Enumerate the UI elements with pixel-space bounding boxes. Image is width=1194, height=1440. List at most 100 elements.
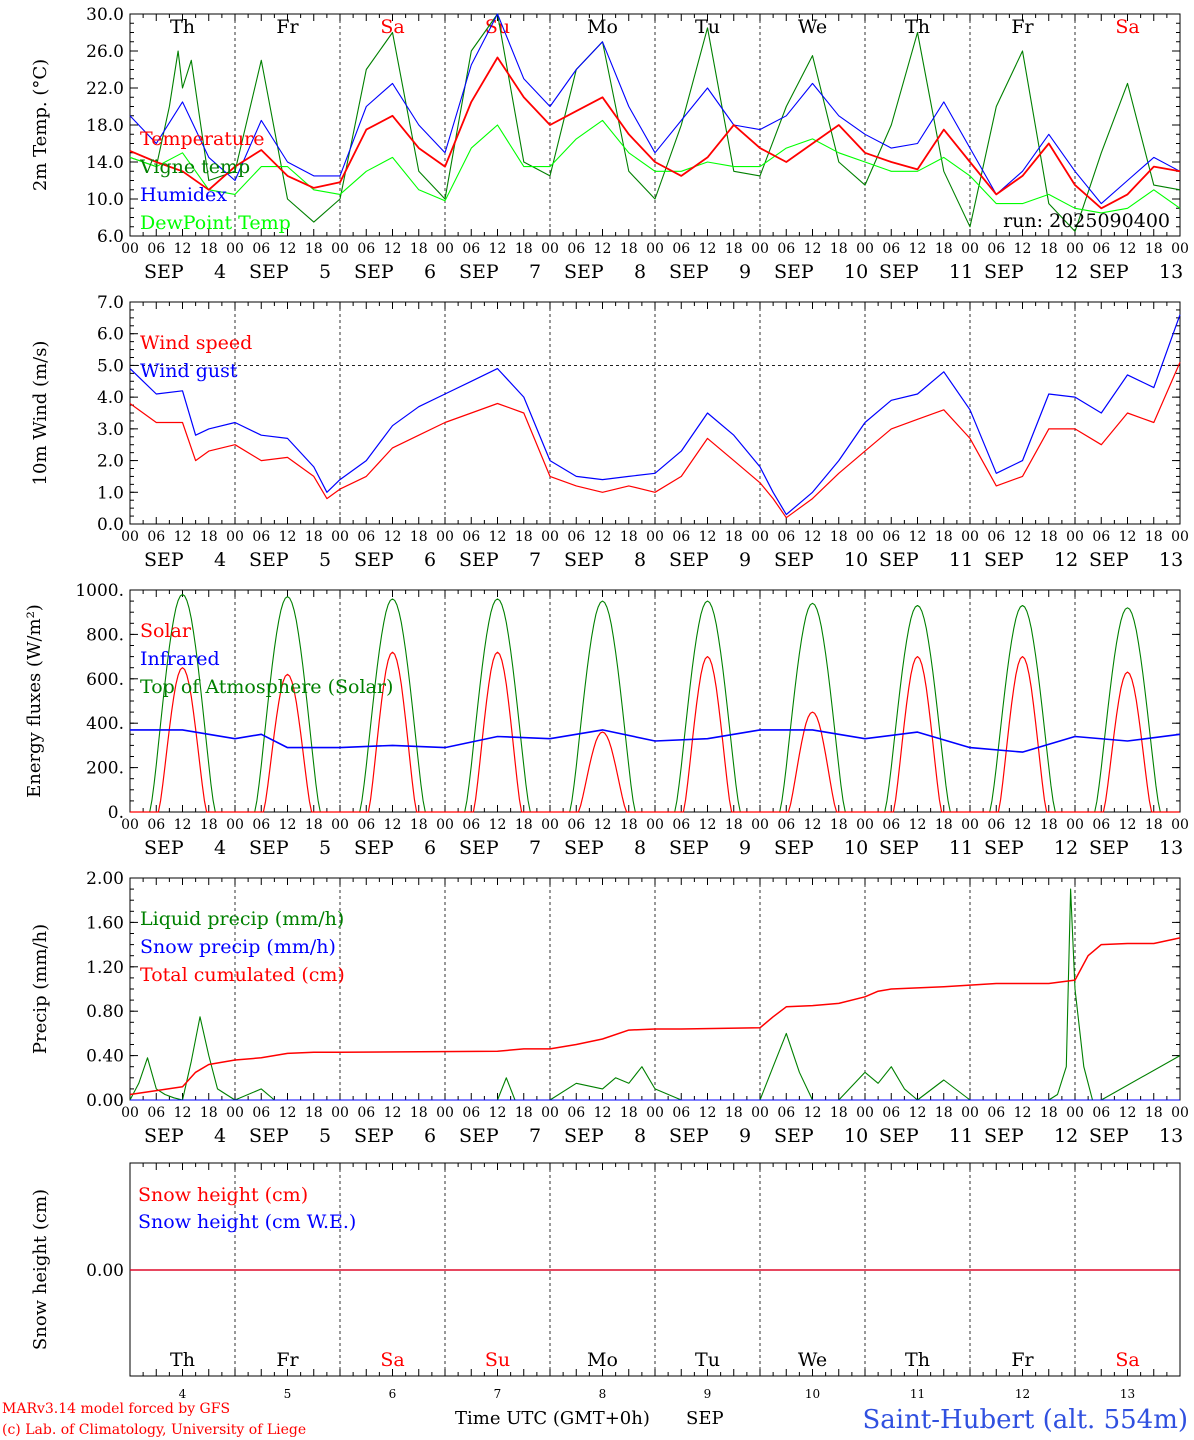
hour-tick-label: 18: [725, 817, 743, 833]
y-tick-label: 4.0: [97, 388, 124, 408]
hour-tick-label: 18: [725, 1105, 743, 1121]
day-number-label: 8: [634, 1125, 646, 1147]
hour-tick-label: 18: [200, 241, 218, 257]
day-number-label: 12: [1054, 837, 1078, 859]
day-number-label: 12: [1054, 261, 1078, 283]
hour-tick-label: 18: [1040, 817, 1058, 833]
hour-tick-label: 00: [436, 529, 454, 545]
hour-tick-label: 00: [1066, 817, 1084, 833]
panel-snow: 0.00 Snow height (cm) Snow height (cm) Snow…: [30, 1162, 1181, 1401]
hour-tick-label: 06: [882, 817, 900, 833]
month-label: SEP: [564, 549, 604, 571]
hour-tick-label: 00: [541, 241, 559, 257]
month-label: SEP: [984, 1125, 1024, 1147]
day-number-label: 13: [1159, 837, 1183, 859]
month-label: SEP: [144, 549, 184, 571]
hour-tick-label: 00: [121, 817, 139, 833]
hour-tick-label: 00: [1171, 817, 1189, 833]
hour-tick-label: 12: [594, 529, 612, 545]
y-tick-label: 1.0: [97, 483, 124, 503]
hour-tick-label: 12: [909, 817, 927, 833]
hour-tick-label: 18: [305, 529, 323, 545]
hour-tick-label: 12: [1119, 529, 1137, 545]
month-label: SEP: [774, 1125, 814, 1147]
model-credit: MARv3.14 model forced by GFS: [2, 1401, 230, 1417]
month-label: SEP: [249, 1125, 289, 1147]
y-tick-label: 600.: [86, 670, 124, 690]
legend-temperature: Temperature: [140, 128, 264, 150]
month-label: SEP: [249, 837, 289, 859]
hour-tick-label: 18: [935, 1105, 953, 1121]
hour-tick-label: 18: [1145, 1105, 1163, 1121]
hour-tick-label: 06: [147, 529, 165, 545]
series-wind-gust: [129, 314, 1181, 516]
legend-infrared: Infrared: [140, 648, 220, 670]
hour-tick-label: 18: [515, 1105, 533, 1121]
hour-tick-label: 06: [147, 241, 165, 257]
month-label: SEP: [144, 837, 184, 859]
day-number-label: 11: [949, 837, 973, 859]
legend-wind-speed: Wind speed: [140, 332, 252, 354]
month-label: SEP: [669, 261, 709, 283]
weekday-label: Tu: [695, 16, 720, 38]
hour-tick-label: 06: [567, 529, 585, 545]
hour-tick-label: 18: [620, 241, 638, 257]
hour-tick-label: 06: [1092, 817, 1110, 833]
day-number-label: 5: [284, 1387, 292, 1401]
hour-tick-label: 06: [252, 529, 270, 545]
hour-tick-label: 00: [646, 817, 664, 833]
month-label: SEP: [1089, 549, 1129, 571]
y-tick-label: 6.0: [97, 227, 124, 247]
hour-tick-label: 06: [777, 241, 795, 257]
hour-tick-label: 12: [909, 241, 927, 257]
month-label: SEP: [459, 1125, 499, 1147]
series-humidex: [129, 13, 1181, 205]
series-dewpoint-temp: [129, 119, 1181, 214]
hour-tick-label: 00: [436, 241, 454, 257]
month-label: SEP: [144, 1125, 184, 1147]
hour-tick-label: 06: [672, 241, 690, 257]
hour-tick-label: 06: [252, 817, 270, 833]
hour-tick-label: 06: [252, 241, 270, 257]
day-number-label: 9: [739, 837, 751, 859]
month-label: SEP: [1089, 837, 1129, 859]
y-tick-label: 0.40: [86, 1047, 124, 1067]
hour-tick-label: 12: [279, 1105, 297, 1121]
weekday-label: Sa: [380, 1349, 404, 1371]
y-axis-label: Energy fluxes (W/m²): [24, 604, 45, 798]
month-label: SEP: [564, 837, 604, 859]
hour-tick-label: 18: [410, 817, 428, 833]
y-tick-label: 7.0: [97, 293, 124, 313]
hour-tick-label: 06: [987, 241, 1005, 257]
day-number-label: 7: [494, 1387, 502, 1401]
hour-tick-label: 18: [1040, 529, 1058, 545]
hour-tick-label: 12: [804, 529, 822, 545]
hour-tick-label: 06: [462, 241, 480, 257]
day-number-label: 5: [319, 1125, 331, 1147]
month-label: SEP: [774, 837, 814, 859]
y-tick-label: 1.60: [86, 913, 124, 933]
weekday-label: Th: [905, 16, 930, 38]
hour-tick-label: 06: [987, 529, 1005, 545]
hour-tick-label: 00: [226, 817, 244, 833]
y-tick-label: 14.0: [86, 153, 124, 173]
day-number-label: 9: [704, 1387, 712, 1401]
hour-tick-label: 12: [489, 1105, 507, 1121]
hour-tick-label: 12: [1014, 241, 1032, 257]
day-number-label: 13: [1159, 1125, 1183, 1147]
hour-tick-label: 18: [1040, 241, 1058, 257]
hour-tick-label: 06: [672, 529, 690, 545]
hour-tick-label: 18: [830, 529, 848, 545]
hour-tick-label: 12: [1119, 1105, 1137, 1121]
day-number-label: 6: [424, 1125, 436, 1147]
y-tick-label: 0.00: [86, 1091, 124, 1111]
hour-tick-label: 06: [147, 1105, 165, 1121]
month-label: SEP: [249, 261, 289, 283]
hour-tick-label: 18: [305, 817, 323, 833]
hour-tick-label: 18: [830, 1105, 848, 1121]
month-label: SEP: [459, 549, 499, 571]
hour-tick-label: 00: [751, 529, 769, 545]
day-number-label: 4: [214, 261, 226, 283]
y-tick-label: 0.: [108, 803, 124, 823]
